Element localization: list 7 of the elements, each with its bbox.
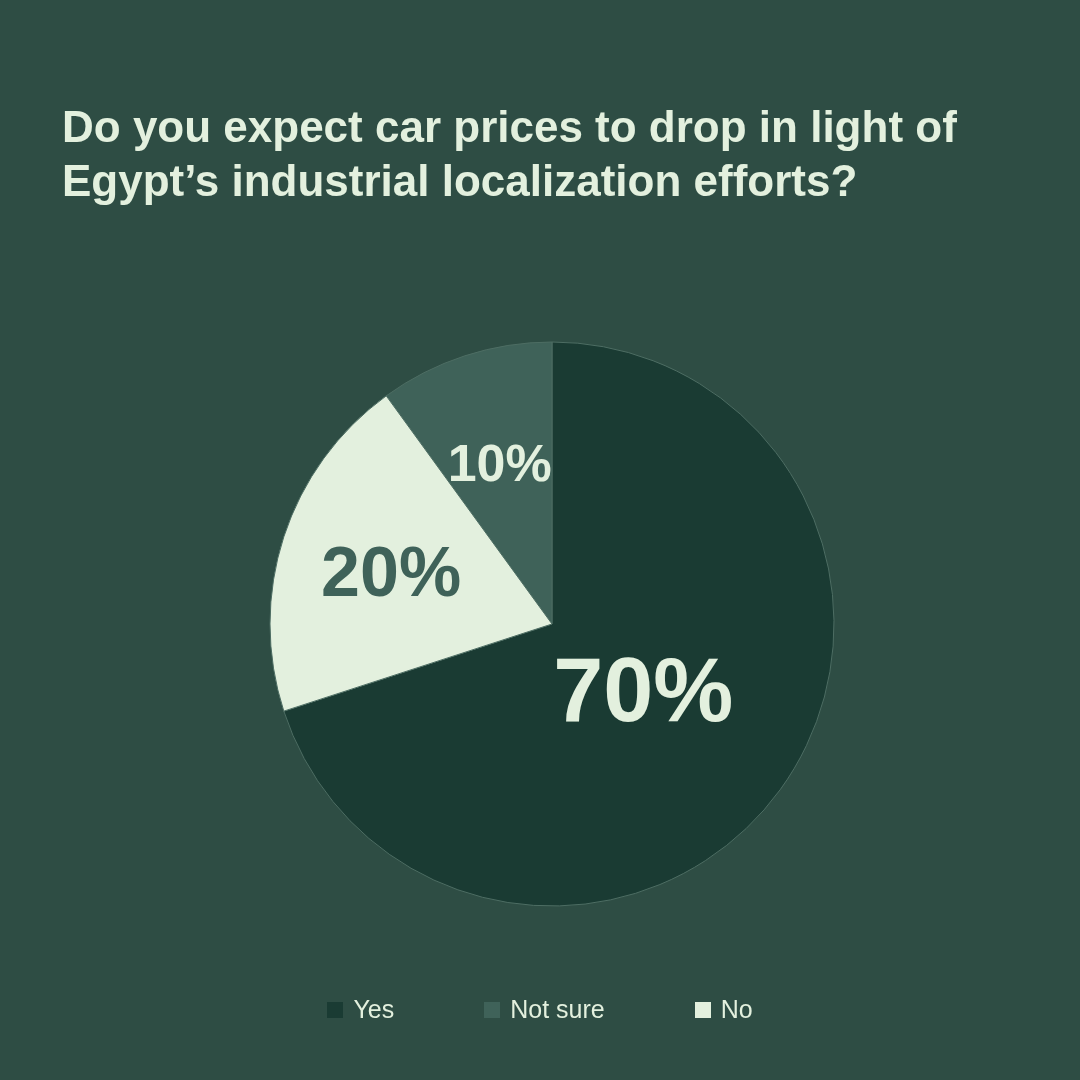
data-label: 10% bbox=[447, 434, 552, 493]
data-label: 70% bbox=[553, 640, 734, 741]
legend-label: Yes bbox=[353, 995, 395, 1024]
legend-label: Not sure bbox=[510, 995, 605, 1024]
chart-title: Do you expect car prices to drop in light of Egypt’s industrial localization efforts? bbox=[62, 101, 958, 207]
data-label: 20% bbox=[321, 532, 462, 611]
legend-label: No bbox=[720, 995, 753, 1024]
